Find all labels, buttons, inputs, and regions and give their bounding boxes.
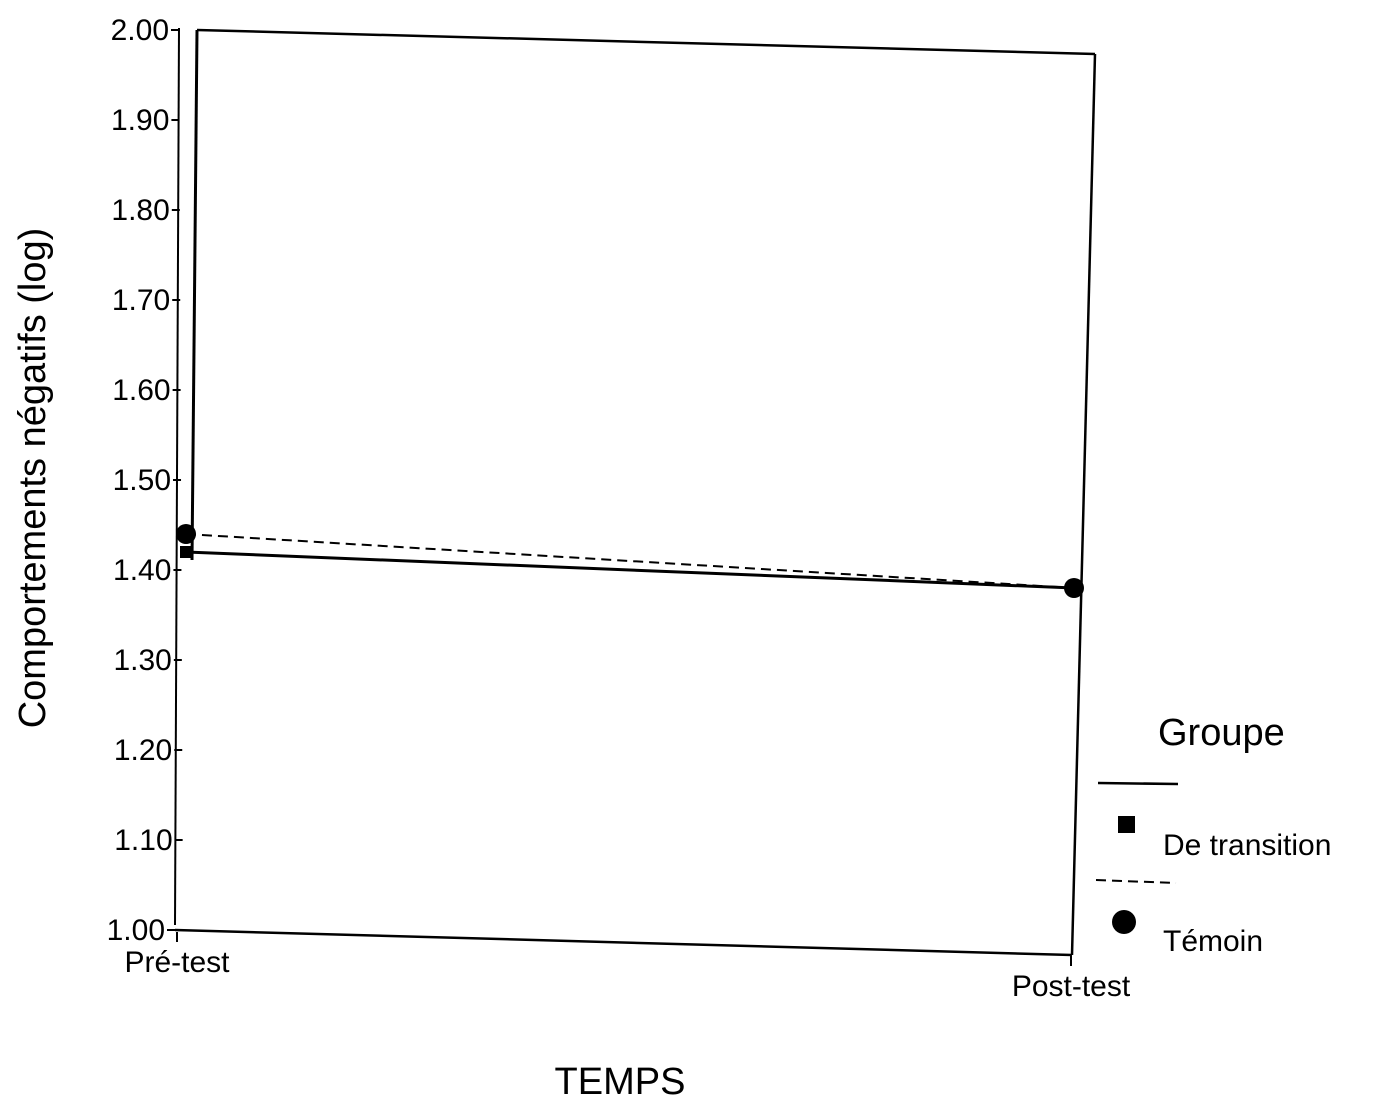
frame-top bbox=[196, 28, 1096, 56]
frame-right bbox=[1070, 53, 1097, 956]
legend-line-solid bbox=[1097, 781, 1179, 786]
y-tick-label: 1.70 bbox=[112, 284, 170, 317]
legend-title: Groupe bbox=[1158, 712, 1285, 754]
legend-label-de-transition: De transition bbox=[1163, 829, 1331, 862]
series-line-temoin bbox=[185, 533, 1075, 589]
y-axis-line bbox=[174, 27, 180, 926]
x-axis-title: TEMPS bbox=[555, 1061, 686, 1103]
y-tick-label: 2.00 bbox=[111, 14, 169, 47]
y-tick-label: 1.10 bbox=[114, 824, 172, 857]
x-axis-line bbox=[174, 928, 1073, 957]
legend-marker-square bbox=[1118, 816, 1135, 833]
x-tick-label: Pré-test bbox=[124, 946, 230, 979]
legend: Groupe De transition Témoin bbox=[1095, 712, 1331, 958]
y-tick-label: 1.90 bbox=[111, 104, 169, 137]
series-line-de-transition bbox=[185, 550, 1075, 590]
series-layer bbox=[176, 524, 1084, 598]
plot-frame bbox=[174, 27, 1097, 957]
frame-left-inner bbox=[190, 29, 199, 561]
legend-line-dashed bbox=[1095, 879, 1177, 884]
y-axis-title: Comportements négatifs (log) bbox=[12, 228, 54, 729]
data-point-circle bbox=[176, 524, 196, 544]
y-tick-label: 1.60 bbox=[112, 374, 170, 407]
y-tick-label: 1.30 bbox=[113, 644, 171, 677]
data-point-circle bbox=[1064, 578, 1084, 598]
x-tick-label: Post-test bbox=[1012, 970, 1131, 1003]
legend-marker-circle bbox=[1112, 910, 1136, 934]
legend-label-temoin: Témoin bbox=[1163, 925, 1263, 958]
y-tick-label: 1.20 bbox=[114, 734, 172, 767]
y-tick-label: 1.00 bbox=[107, 914, 165, 947]
y-tick-label: 1.80 bbox=[111, 194, 169, 227]
y-tick-label: 1.40 bbox=[113, 554, 171, 587]
data-point-square bbox=[180, 546, 192, 558]
y-tick-label: 1.50 bbox=[113, 464, 171, 497]
y-axis: 1.00 1.10 1.20 1.30 1.40 1.50 1.60 1.70 1.80 1.90… bbox=[107, 14, 183, 947]
x-axis: Pré-test Post-test bbox=[124, 932, 1131, 1003]
